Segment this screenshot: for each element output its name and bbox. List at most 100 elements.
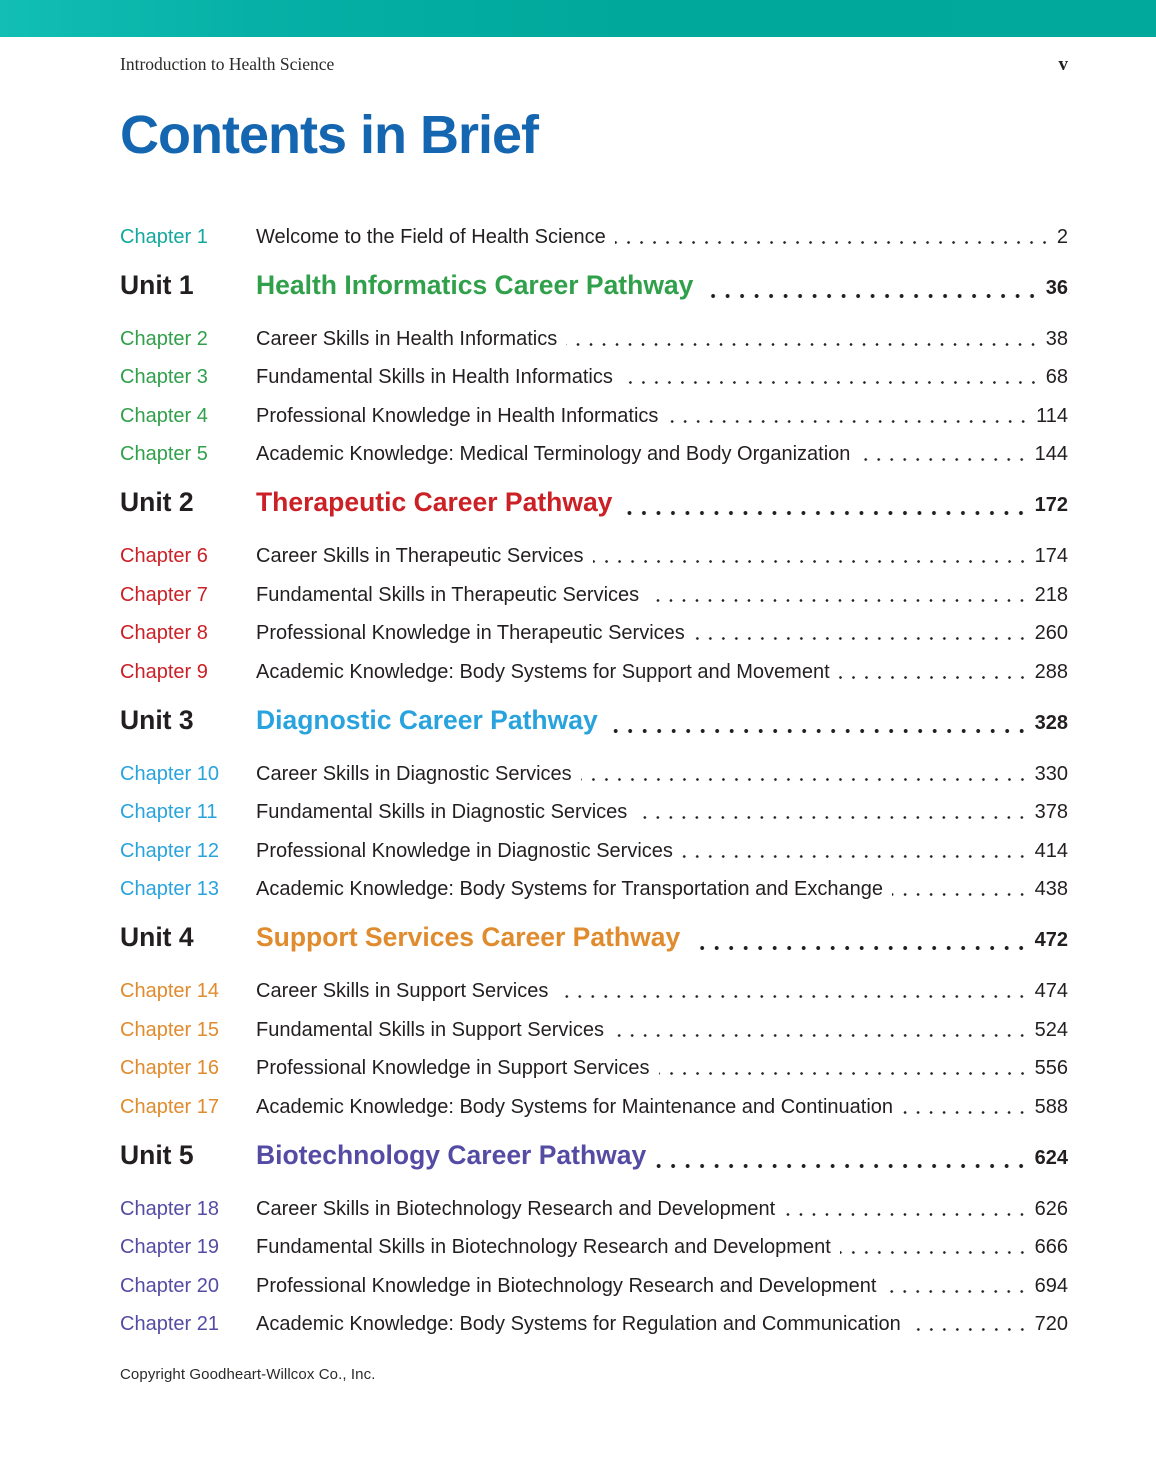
chapter-row: Chapter 8 Professional Knowledge in Ther… — [120, 622, 1068, 644]
chapter-title: Academic Knowledge: Body Systems for Sup… — [256, 660, 830, 683]
chapter-row: Chapter 11 Fundamental Skills in Diagnos… — [120, 801, 1068, 823]
dot-leader — [612, 1032, 1029, 1038]
chapter-row: Chapter 12 Professional Knowledge in Dia… — [120, 840, 1068, 862]
unit-heading: Unit 5 Biotechnology Career Pathway 624 — [120, 1140, 1068, 1173]
chapter-label: Chapter 12 — [120, 839, 219, 862]
chapter-label: Chapter 6 — [120, 545, 208, 568]
chapter-row: Chapter 3 Fundamental Skills in Health I… — [120, 366, 1068, 388]
dot-leader — [614, 239, 1051, 245]
unit-page-number: 36 — [1045, 276, 1068, 299]
unit-page-number: 472 — [1034, 929, 1068, 952]
chapter-label: Chapter 10 — [120, 762, 219, 785]
chapter-row: Chapter 20 Professional Knowledge in Bio… — [120, 1275, 1068, 1297]
dot-leader — [648, 597, 1029, 603]
chapter-page-number: 114 — [1036, 404, 1068, 427]
chapter-label: Chapter 21 — [120, 1313, 219, 1336]
chapter-label: Chapter 8 — [120, 622, 208, 645]
chapter-page-number: 524 — [1034, 1018, 1068, 1041]
chapter-label: Chapter 4 — [120, 404, 208, 427]
chapter-page-number: 288 — [1034, 660, 1068, 683]
chapter-title: Fundamental Skills in Health Informatics — [256, 366, 613, 389]
unit-section: Unit 1 Health Informatics Career Pathway… — [120, 270, 1068, 466]
dot-leader — [622, 510, 1029, 517]
chapter-row: Chapter 16 Professional Knowledge in Sup… — [120, 1057, 1068, 1079]
chapter-row: Chapter 10 Career Skills in Diagnostic S… — [120, 763, 1068, 785]
chapter-page-number: 330 — [1034, 762, 1068, 785]
chapter-label: Chapter 17 — [120, 1095, 219, 1118]
chapter-label: Chapter 18 — [120, 1197, 219, 1220]
chapter-label: Chapter 20 — [120, 1274, 219, 1297]
unit-label: Unit 2 — [120, 487, 194, 518]
chapter-title: Professional Knowledge in Diagnostic Ser… — [256, 839, 673, 862]
chapter-page-number: 556 — [1034, 1057, 1068, 1080]
chapter-page-number: 38 — [1045, 327, 1068, 350]
dot-leader — [557, 994, 1029, 1000]
chapter-row: Chapter 13 Academic Knowledge: Body Syst… — [120, 878, 1068, 900]
chapter-page-number: 666 — [1034, 1236, 1068, 1259]
chapter-title: Career Skills in Therapeutic Services — [256, 545, 584, 568]
unit-label: Unit 4 — [120, 922, 194, 953]
chapter-page-number: 218 — [1034, 583, 1068, 606]
chapter-title: Professional Knowledge in Health Informa… — [256, 404, 659, 427]
chapter-page-number: 588 — [1034, 1095, 1068, 1118]
chapter-page-number: 474 — [1034, 980, 1068, 1003]
chapter-label: Chapter 9 — [120, 660, 208, 683]
chapter-label: Chapter 19 — [120, 1236, 219, 1259]
chapter-row: Chapter 14 Career Skills in Support Serv… — [120, 980, 1068, 1002]
dot-leader — [909, 1327, 1029, 1333]
dot-leader — [784, 1211, 1029, 1217]
unit-page-number: 624 — [1034, 1146, 1068, 1169]
page-number-folio: v — [1058, 54, 1069, 75]
dot-leader — [681, 853, 1029, 859]
toc: Chapter 1 Welcome to the Field of Health… — [120, 226, 1068, 1336]
chapter-label: Chapter 11 — [120, 801, 218, 824]
chapter-page-number: 260 — [1034, 622, 1068, 645]
chapter-row: Chapter 5 Academic Knowledge: Medical Te… — [120, 443, 1068, 465]
dot-leader — [607, 727, 1029, 734]
unit-label: Unit 1 — [120, 269, 194, 300]
chapter-label: Chapter 13 — [120, 878, 219, 901]
chapter-page-number: 720 — [1034, 1313, 1068, 1336]
dot-leader — [658, 1071, 1029, 1077]
unit-title: Support Services Career Pathway — [256, 922, 681, 953]
chapter-title: Academic Knowledge: Body Systems for Mai… — [256, 1095, 894, 1118]
chapter-row: Chapter 18 Career Skills in Biotechnolog… — [120, 1198, 1068, 1220]
chapter-label: Chapter 15 — [120, 1018, 219, 1041]
chapter-row: Chapter 15 Fundamental Skills in Support… — [120, 1019, 1068, 1041]
chapter-page-number: 144 — [1034, 443, 1068, 466]
chapter-title: Fundamental Skills in Support Services — [256, 1018, 604, 1041]
chapter-page-number: 414 — [1034, 839, 1068, 862]
unit-label: Unit 3 — [120, 704, 194, 735]
chapter-page-number: 378 — [1034, 801, 1068, 824]
chapter-label: Chapter 7 — [120, 583, 208, 606]
chapter-title: Professional Knowledge in Biotechnology … — [256, 1274, 877, 1297]
chapter-title: Career Skills in Diagnostic Services — [256, 762, 572, 785]
dot-leader — [859, 457, 1029, 463]
unit-section: Unit 3 Diagnostic Career Pathway 328 Cha… — [120, 705, 1068, 901]
dot-leader — [902, 1109, 1029, 1115]
unit-section: Unit 4 Support Services Career Pathway 4… — [120, 922, 1068, 1118]
chapter-row: Chapter 17 Academic Knowledge: Body Syst… — [120, 1096, 1068, 1118]
running-head: Introduction to Health Science v — [120, 54, 1068, 76]
running-head-book-title: Introduction to Health Science — [120, 54, 335, 74]
chapter-title: Career Skills in Health Informatics — [256, 327, 558, 350]
chapter-title: Career Skills in Support Services — [256, 980, 549, 1003]
unit-title: Biotechnology Career Pathway — [256, 1139, 647, 1170]
unit-heading: Unit 4 Support Services Career Pathway 4… — [120, 922, 1068, 955]
dot-leader — [690, 945, 1029, 952]
chapter-row: Chapter 2 Career Skills in Health Inform… — [120, 328, 1068, 350]
chapter-page-number: 694 — [1034, 1274, 1068, 1297]
dot-leader — [580, 776, 1029, 782]
chapter-page-number: 626 — [1034, 1197, 1068, 1220]
top-accent-bar — [0, 0, 1156, 37]
chapter-page-number: 68 — [1045, 366, 1068, 389]
unit-page-number: 328 — [1034, 711, 1068, 734]
dot-leader — [667, 418, 1031, 424]
unit-section: Unit 5 Biotechnology Career Pathway 624 … — [120, 1140, 1068, 1336]
chapter-title: Professional Knowledge in Therapeutic Se… — [256, 622, 685, 645]
unit-section: Unit 2 Therapeutic Career Pathway 172 Ch… — [120, 487, 1068, 683]
dot-leader — [636, 815, 1029, 821]
chapter-row: Chapter 9 Academic Knowledge: Body Syste… — [120, 661, 1068, 683]
chapter-label: Chapter 1 — [120, 225, 208, 248]
chapter-page-number: 438 — [1034, 878, 1068, 901]
